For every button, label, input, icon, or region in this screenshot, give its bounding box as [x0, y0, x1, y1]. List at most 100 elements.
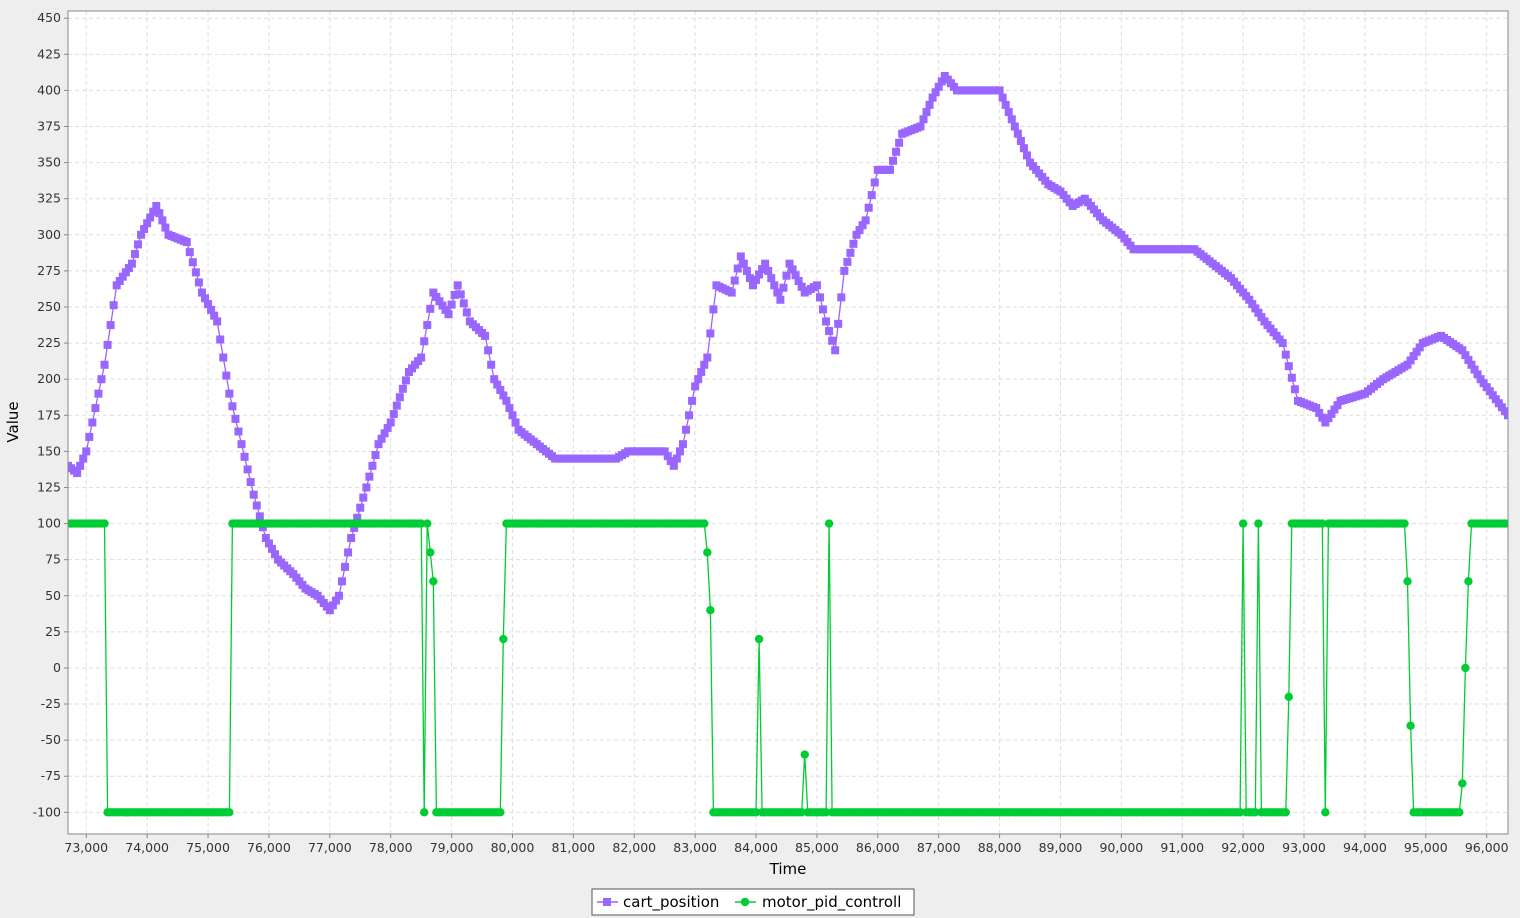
y-tick-label: 50: [45, 588, 61, 603]
data-point-cart-position: [785, 259, 794, 268]
data-point-cart-position: [207, 305, 216, 314]
data-point-motor-pid-controll: [754, 634, 764, 644]
data-point-cart-position: [423, 321, 432, 330]
legend-marker-motor-pid-controll: [740, 897, 750, 907]
data-point-cart-position: [1497, 403, 1506, 412]
data-point-cart-position: [438, 301, 447, 310]
x-tick-label: 77,000: [308, 840, 352, 855]
data-point-cart-position: [152, 201, 161, 210]
legend: cart_position motor_pid_controll: [591, 888, 915, 916]
data-point-cart-position: [730, 276, 739, 285]
data-point-cart-position: [118, 272, 127, 281]
data-point-cart-position: [709, 305, 718, 314]
data-point-cart-position: [417, 353, 426, 362]
data-point-cart-position: [1327, 409, 1336, 418]
data-point-cart-position: [885, 165, 894, 174]
y-tick-label: 125: [37, 479, 61, 494]
legend-label-cart-position: cart_position: [623, 893, 719, 912]
data-point-cart-position: [1312, 404, 1321, 413]
axes: 4504254003753503253002752502252001751501…: [33, 10, 1509, 855]
data-point-cart-position: [742, 266, 751, 275]
data-point-cart-position: [1001, 100, 1010, 109]
data-point-cart-position: [377, 434, 386, 443]
y-tick-label: -50: [41, 732, 61, 747]
data-point-cart-position: [1013, 129, 1022, 138]
data-point-cart-position: [508, 411, 517, 420]
data-point-cart-position: [91, 404, 100, 413]
y-tick-label: 25: [45, 624, 61, 639]
data-point-cart-position: [1330, 405, 1339, 414]
data-point-cart-position: [435, 297, 444, 306]
data-point-cart-position: [834, 319, 843, 328]
data-point-cart-position: [889, 156, 898, 165]
data-point-cart-position: [828, 336, 837, 345]
x-tick-label: 96,000: [1465, 840, 1509, 855]
data-point-cart-position: [222, 371, 231, 380]
x-tick-label: 75,000: [186, 840, 230, 855]
data-point-cart-position: [703, 353, 712, 362]
data-point-cart-position: [328, 601, 337, 610]
data-point-cart-position: [210, 311, 219, 320]
data-point-cart-position: [675, 447, 684, 456]
data-point-motor-pid-controll: [1458, 779, 1467, 788]
data-point-motor-pid-controll: [1284, 692, 1294, 702]
data-point-cart-position: [225, 389, 234, 398]
data-point-cart-position: [1254, 308, 1263, 317]
data-point-cart-position: [758, 265, 767, 274]
data-point-cart-position: [200, 294, 209, 303]
data-point-cart-position: [831, 346, 840, 355]
x-tick-label: 88,000: [978, 840, 1022, 855]
data-point-cart-position: [213, 317, 222, 326]
data-point-cart-position: [672, 454, 681, 463]
data-point-cart-position: [1473, 370, 1482, 379]
series-motor-pid-controll: [68, 519, 1508, 817]
data-point-cart-position: [663, 452, 672, 461]
data-point-cart-position: [234, 427, 243, 436]
x-tick-label: 94,000: [1343, 840, 1387, 855]
data-point-cart-position: [386, 418, 395, 427]
data-point-cart-position: [1470, 365, 1479, 374]
data-point-cart-position: [121, 268, 130, 277]
data-point-cart-position: [733, 264, 742, 273]
data-point-cart-position: [76, 461, 85, 470]
data-point-cart-position: [146, 213, 155, 222]
data-point-cart-position: [1409, 352, 1418, 361]
x-tick-label: 81,000: [551, 840, 595, 855]
data-point-cart-position: [484, 346, 493, 355]
data-point-cart-position: [1016, 136, 1025, 145]
legend-label-motor-pid-controll: motor_pid_controll: [762, 893, 901, 912]
data-point-cart-position: [682, 425, 691, 434]
data-point-cart-position: [767, 274, 776, 283]
data-point-cart-position: [919, 115, 928, 124]
data-point-cart-position: [739, 259, 748, 268]
data-point-cart-position: [334, 591, 343, 600]
data-point-motor-pid-controll: [703, 548, 712, 557]
data-point-cart-position: [1464, 355, 1473, 364]
data-point-cart-position: [155, 209, 164, 218]
x-tick-label: 91,000: [1160, 840, 1204, 855]
data-point-cart-position: [481, 331, 490, 340]
data-point-cart-position: [1019, 144, 1028, 153]
data-point-motor-pid-controll: [1464, 577, 1473, 586]
data-point-cart-position: [1007, 115, 1016, 124]
data-point-cart-position: [697, 367, 706, 376]
data-point-cart-position: [694, 375, 703, 384]
data-point-cart-position: [678, 440, 687, 449]
data-point-motor-pid-controll: [419, 808, 429, 817]
data-point-cart-position: [115, 277, 124, 286]
data-point-cart-position: [380, 429, 389, 438]
data-point-motor-pid-controll: [1238, 519, 1248, 528]
x-tick-label: 76,000: [247, 840, 291, 855]
y-tick-label: 200: [37, 371, 61, 386]
data-point-cart-position: [770, 281, 779, 290]
y-tick-label: 400: [37, 82, 61, 97]
y-tick-label: 175: [37, 407, 61, 422]
data-point-cart-position: [450, 290, 459, 299]
data-point-motor-pid-controll: [1235, 808, 1245, 817]
data-point-cart-position: [1315, 408, 1324, 417]
plot-background: [68, 11, 1508, 834]
data-point-cart-position: [493, 380, 502, 389]
data-point-cart-position: [998, 93, 1007, 102]
data-point-motor-pid-controll: [1406, 721, 1415, 730]
